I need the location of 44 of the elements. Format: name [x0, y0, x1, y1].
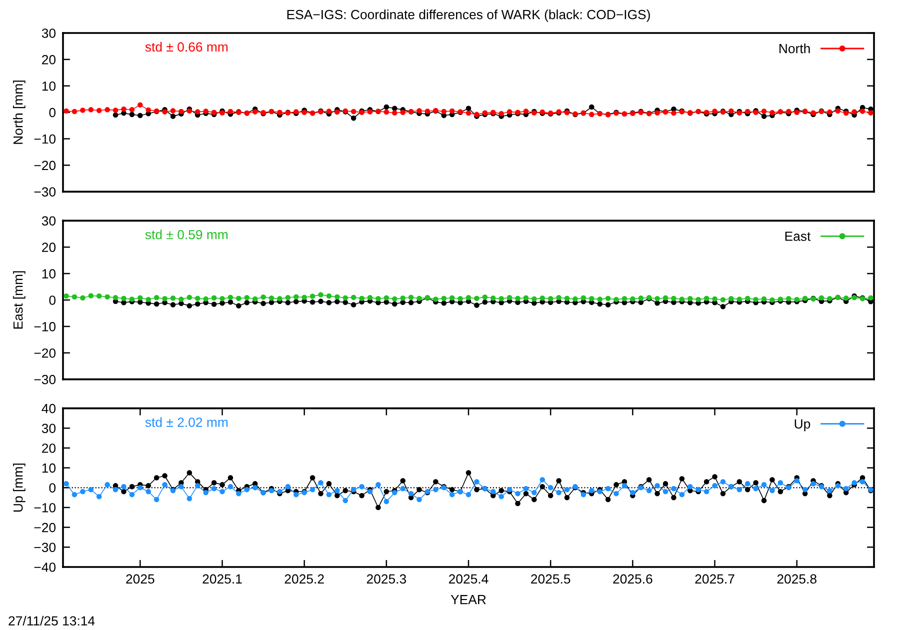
y-tick-label: −30 [34, 542, 56, 552]
x-tick-label: 2025.1 [202, 574, 242, 584]
y-axis-title: North [mm] [13, 80, 26, 144]
y-tick-label: 10 [42, 463, 56, 473]
y-tick-label: 30 [42, 28, 56, 38]
chart-title: ESA−IGS: Coordinate differences of WARK (black: COD−IGS) [287, 10, 650, 22]
y-tick-label: −10 [34, 134, 56, 144]
x-tick-label: 2025.5 [531, 574, 570, 584]
x-tick-label: 2025 [126, 574, 154, 584]
y-tick-label: 0 [49, 483, 56, 493]
y-tick-label: 30 [42, 216, 56, 226]
y-tick-label: 0 [49, 108, 56, 118]
y-axis-title: Up [mm] [13, 464, 26, 512]
y-tick-label: −10 [34, 503, 56, 512]
y-tick-label: 20 [42, 444, 56, 453]
y-tick-label: 20 [42, 55, 56, 64]
y-tick-label: 0 [49, 296, 56, 305]
annotation: std ± 0.66 mm [145, 42, 228, 52]
x-tick-label: 2025.2 [284, 574, 324, 584]
y-axis-title: East [mm] [13, 271, 26, 329]
x-tick-label: 2025.3 [366, 574, 406, 584]
y-tick-label: −20 [34, 348, 56, 358]
annotation: std ± 2.02 mm [145, 417, 228, 427]
y-tick-label: 10 [42, 269, 56, 278]
legend-label: Up [794, 419, 810, 432]
y-tick-label: −30 [34, 374, 56, 384]
x-tick-label: 2025.6 [613, 574, 652, 584]
legend-label: North [779, 44, 810, 54]
y-tick-label: −20 [34, 522, 56, 532]
legend-label: East [785, 232, 811, 241]
x-tick-label: 2025.4 [448, 574, 488, 584]
annotation: std ± 0.59 mm [145, 230, 228, 240]
x-tick-label: 2025.7 [695, 574, 734, 584]
y-tick-label: −30 [34, 187, 56, 197]
y-tick-label: 30 [42, 424, 56, 434]
y-tick-label: 40 [42, 404, 56, 414]
x-axis-title: YEAR [450, 595, 486, 604]
y-tick-label: −10 [34, 322, 56, 332]
y-tick-label: 10 [42, 81, 56, 91]
y-tick-label: −40 [34, 562, 56, 572]
text: 27/11/25 13:14 [8, 616, 95, 626]
y-tick-label: −20 [34, 160, 56, 170]
x-tick-label: 2025.8 [777, 574, 816, 584]
y-tick-label: 20 [42, 242, 56, 252]
